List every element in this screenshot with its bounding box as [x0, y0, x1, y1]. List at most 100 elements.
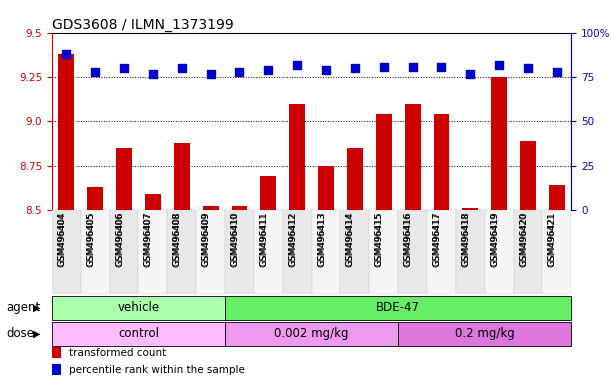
Text: GSM496406: GSM496406 — [115, 212, 124, 267]
Bar — [59, 54, 75, 210]
Text: GDS3608 / ILMN_1373199: GDS3608 / ILMN_1373199 — [52, 18, 233, 32]
Bar — [398, 210, 427, 294]
Text: GSM496414: GSM496414 — [346, 211, 355, 266]
Bar — [543, 210, 571, 294]
Text: GSM496409: GSM496409 — [202, 212, 211, 267]
Text: GSM496405: GSM496405 — [86, 211, 95, 266]
Text: GSM496412: GSM496412 — [288, 212, 297, 267]
Bar — [167, 210, 196, 294]
Bar — [225, 322, 398, 346]
Bar — [485, 210, 514, 294]
Text: GSM496409: GSM496409 — [202, 211, 211, 266]
Point — [494, 62, 504, 68]
Bar — [52, 322, 225, 346]
Text: GSM496405: GSM496405 — [86, 212, 95, 267]
Bar — [491, 77, 507, 210]
Bar — [347, 148, 363, 210]
Bar — [225, 210, 254, 294]
Bar — [340, 210, 369, 294]
Point — [206, 71, 216, 77]
Text: GSM496416: GSM496416 — [404, 212, 412, 267]
Bar — [312, 210, 340, 294]
Text: ▶: ▶ — [33, 329, 40, 339]
Bar — [463, 208, 478, 210]
Point — [119, 65, 129, 71]
Bar — [398, 322, 571, 346]
Point — [437, 63, 447, 70]
Bar — [174, 142, 189, 210]
Bar — [139, 210, 167, 294]
Point — [292, 62, 302, 68]
Bar — [196, 210, 225, 294]
Text: control: control — [118, 327, 159, 340]
Text: transformed count: transformed count — [69, 348, 166, 358]
Bar — [260, 176, 276, 210]
Bar — [289, 104, 305, 210]
Bar — [52, 347, 61, 358]
Text: GSM496411: GSM496411 — [259, 211, 268, 266]
Point — [148, 71, 158, 77]
Bar — [225, 296, 571, 320]
Text: GSM496418: GSM496418 — [461, 211, 470, 266]
Text: GSM496420: GSM496420 — [519, 212, 528, 267]
Bar — [116, 148, 132, 210]
Text: BDE-47: BDE-47 — [376, 301, 420, 314]
Bar — [81, 210, 109, 294]
Bar — [52, 296, 225, 320]
Text: GSM496408: GSM496408 — [173, 211, 182, 266]
Point — [523, 65, 533, 71]
Bar — [232, 206, 247, 210]
Point — [177, 65, 187, 71]
Text: ▶: ▶ — [33, 303, 40, 313]
Point — [552, 69, 562, 75]
Bar — [52, 210, 81, 294]
Text: vehicle: vehicle — [117, 301, 159, 314]
Point — [62, 51, 71, 57]
Text: 0.2 mg/kg: 0.2 mg/kg — [455, 327, 514, 340]
Bar — [456, 210, 485, 294]
Point — [379, 63, 389, 70]
Bar — [318, 166, 334, 210]
Text: GSM496416: GSM496416 — [404, 211, 412, 266]
Point — [90, 69, 100, 75]
Bar — [427, 210, 456, 294]
Text: 0.002 mg/kg: 0.002 mg/kg — [274, 327, 349, 340]
Point — [466, 71, 475, 77]
Bar — [283, 210, 312, 294]
Text: GSM496417: GSM496417 — [433, 212, 442, 267]
Point — [263, 67, 273, 73]
Bar — [52, 364, 61, 375]
Text: dose: dose — [6, 327, 34, 340]
Point — [321, 67, 331, 73]
Text: GSM496419: GSM496419 — [490, 212, 499, 267]
Text: GSM496415: GSM496415 — [375, 212, 384, 267]
Text: GSM496420: GSM496420 — [519, 211, 528, 266]
Text: GSM496413: GSM496413 — [317, 212, 326, 267]
Text: GSM496407: GSM496407 — [144, 211, 153, 266]
Point — [408, 63, 417, 70]
Text: GSM496419: GSM496419 — [490, 211, 499, 266]
Bar — [549, 185, 565, 210]
Bar — [109, 210, 139, 294]
Text: GSM496418: GSM496418 — [461, 212, 470, 267]
Point — [235, 69, 244, 75]
Bar — [514, 210, 543, 294]
Bar — [254, 210, 283, 294]
Bar — [87, 187, 103, 210]
Text: GSM496406: GSM496406 — [115, 211, 124, 266]
Text: GSM496410: GSM496410 — [230, 211, 240, 266]
Text: GSM496421: GSM496421 — [548, 212, 557, 267]
Text: percentile rank within the sample: percentile rank within the sample — [69, 364, 245, 374]
Text: GSM496411: GSM496411 — [259, 212, 268, 267]
Text: GSM496414: GSM496414 — [346, 212, 355, 267]
Text: GSM496413: GSM496413 — [317, 211, 326, 266]
Text: GSM496404: GSM496404 — [57, 212, 67, 267]
Text: GSM496407: GSM496407 — [144, 212, 153, 267]
Text: GSM496408: GSM496408 — [173, 212, 182, 267]
Bar — [520, 141, 536, 210]
Bar — [369, 210, 398, 294]
Text: agent: agent — [6, 301, 40, 314]
Bar — [376, 114, 392, 210]
Point — [350, 65, 360, 71]
Text: GSM496410: GSM496410 — [230, 212, 240, 267]
